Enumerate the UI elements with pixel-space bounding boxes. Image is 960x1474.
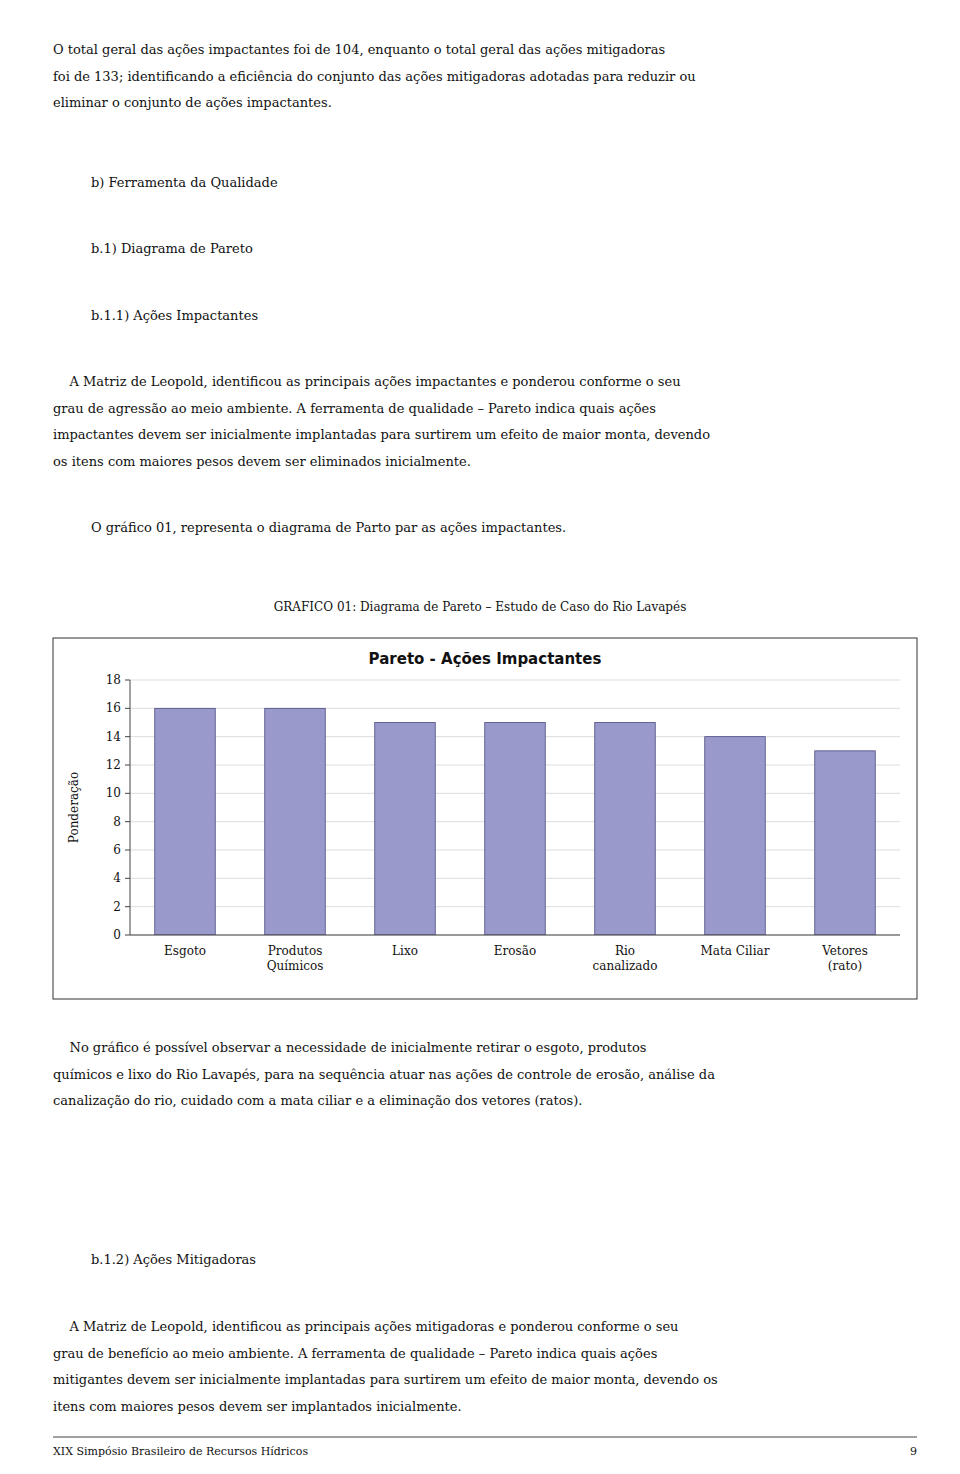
paragraph-line: A Matriz de Leopold, identificou as prin… bbox=[53, 1319, 679, 1334]
bar bbox=[815, 751, 876, 935]
y-tick-label: 0 bbox=[113, 928, 121, 942]
page: O total geral das ações impactantes foi … bbox=[0, 0, 960, 1474]
y-tick-label: 8 bbox=[113, 815, 121, 829]
y-tick bbox=[125, 850, 130, 851]
bars bbox=[155, 708, 876, 935]
y-tick-label: 16 bbox=[106, 701, 121, 715]
y-tick bbox=[125, 793, 130, 794]
y-tick-label: 4 bbox=[113, 871, 121, 885]
bar bbox=[375, 723, 436, 936]
y-tick bbox=[125, 821, 130, 822]
paragraph-line: No gráfico é possível observar a necessi… bbox=[53, 1040, 646, 1055]
y-tick-label: 10 bbox=[106, 786, 121, 800]
x-tick-label: Erosão bbox=[494, 944, 536, 958]
paragraph-line: grau de agressão ao meio ambiente. A fer… bbox=[53, 401, 656, 416]
paragraph-line: canalização do rio, cuidado com a mata c… bbox=[53, 1093, 582, 1108]
x-tick-label: ProdutosQuímicos bbox=[267, 944, 324, 973]
paragraph-line: eliminar o conjunto de ações impactantes… bbox=[53, 95, 332, 110]
bar bbox=[485, 723, 546, 936]
paragraph-line: O total geral das ações impactantes foi … bbox=[53, 42, 665, 57]
heading: b.1.1) Ações Impactantes bbox=[91, 308, 258, 323]
x-tick-label: Vetores(rato) bbox=[821, 944, 868, 973]
y-tick bbox=[125, 708, 130, 709]
grid-line bbox=[130, 680, 900, 681]
heading: b) Ferramenta da Qualidade bbox=[91, 175, 278, 190]
x-tick-label: Riocanalizado bbox=[593, 944, 658, 973]
heading: b.1) Diagrama de Pareto bbox=[91, 241, 253, 256]
heading: b.1.2) Ações Mitigadoras bbox=[91, 1252, 256, 1267]
x-axis bbox=[130, 935, 900, 936]
y-tick-label: 12 bbox=[106, 758, 121, 772]
paragraph-line: A Matriz de Leopold, identificou as prin… bbox=[53, 374, 681, 389]
paragraph-line: O gráfico 01, representa o diagrama de P… bbox=[91, 520, 566, 535]
paragraph-line: impactantes devem ser inicialmente impla… bbox=[53, 427, 710, 442]
paragraph-line: os itens com maiores pesos devem ser eli… bbox=[53, 454, 471, 469]
paragraph-line: mitigantes devem ser inicialmente implan… bbox=[53, 1372, 718, 1387]
x-tick-label: Lixo bbox=[392, 944, 418, 958]
paragraph-line: químicos e lixo do Rio Lavapés, para na … bbox=[53, 1067, 715, 1082]
y-tick-label: 18 bbox=[106, 673, 121, 687]
footer: XIX Simpósio Brasileiro de Recursos Hídr… bbox=[53, 1445, 308, 1458]
grid-line bbox=[130, 935, 900, 936]
caption: GRAFICO 01: Diagrama de Pareto – Estudo … bbox=[274, 600, 687, 614]
x-tick-label: Esgoto bbox=[164, 944, 206, 958]
grid-line bbox=[130, 708, 900, 709]
y-tick bbox=[125, 680, 130, 681]
bar bbox=[705, 737, 766, 935]
bar bbox=[155, 708, 216, 935]
grid bbox=[130, 680, 900, 935]
y-tick-label: 6 bbox=[113, 843, 121, 857]
y-tick bbox=[125, 765, 130, 766]
paragraph-line: itens com maiores pesos devem ser implan… bbox=[53, 1399, 462, 1414]
footer-rule bbox=[53, 1437, 917, 1438]
y-axis bbox=[130, 680, 131, 935]
bar bbox=[595, 723, 656, 936]
y-tick bbox=[125, 906, 130, 907]
chart-frame bbox=[53, 638, 917, 999]
y-axis-label: Ponderação bbox=[67, 772, 81, 843]
y-tick-label: 2 bbox=[113, 900, 121, 914]
chart-title: Pareto - Ações Impactantes bbox=[369, 650, 602, 668]
bar bbox=[265, 708, 326, 935]
y-tick bbox=[125, 935, 130, 936]
paragraph-line: grau de benefício ao meio ambiente. A fe… bbox=[53, 1346, 657, 1361]
y-tick-label: 14 bbox=[106, 730, 122, 744]
x-tick-label: Mata Ciliar bbox=[701, 944, 770, 958]
y-tick bbox=[125, 878, 130, 879]
y-tick bbox=[125, 736, 130, 737]
page-number: 9 bbox=[910, 1445, 917, 1458]
paragraph-line: foi de 133; identificando a eficiência d… bbox=[53, 69, 696, 84]
